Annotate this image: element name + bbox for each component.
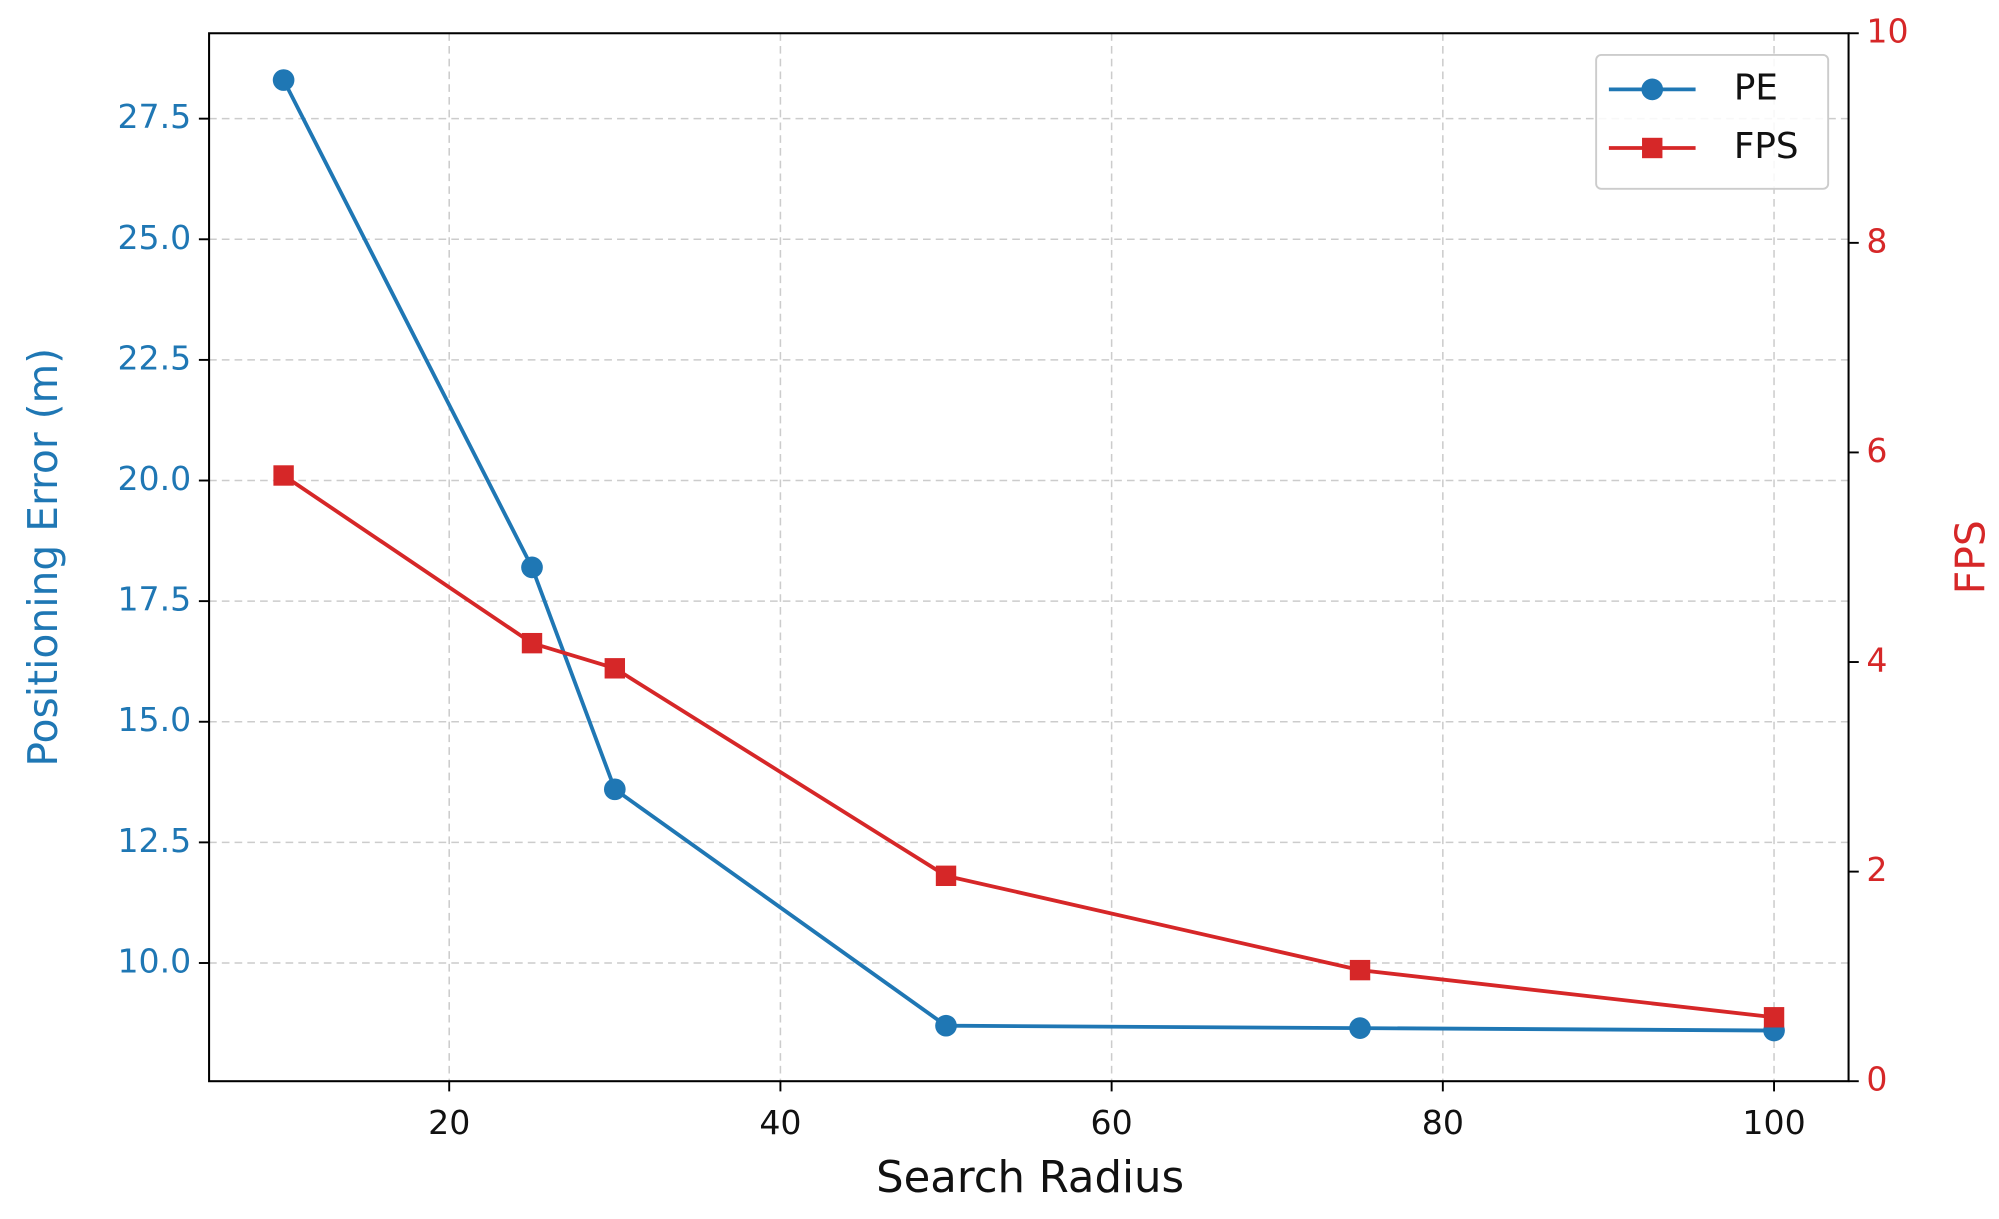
x-tick-label: 20 [428, 1103, 470, 1142]
y2-tick-label: 0 [1866, 1060, 1887, 1099]
x-tick-label: 80 [1422, 1103, 1464, 1142]
y-tick-label: 20.0 [117, 459, 191, 498]
data-point [1349, 1017, 1371, 1039]
data-point [603, 778, 626, 801]
legend-marker [1641, 78, 1664, 101]
x-tick-label: 60 [1091, 1103, 1133, 1142]
data-point [521, 632, 543, 654]
y-tick-label: 27.5 [117, 97, 191, 136]
data-point [273, 465, 294, 486]
data-point [935, 865, 957, 887]
x-axis-label: Search Radius [876, 1153, 1184, 1203]
y-tick-label: 12.5 [117, 821, 191, 860]
y2-tick-label: 4 [1866, 641, 1887, 680]
plot-frame [208, 32, 1850, 1083]
y-tick-label: 10.0 [117, 941, 191, 980]
legend-label: PE [1734, 67, 1778, 108]
data-point [604, 658, 626, 679]
legend-label: FPS [1734, 126, 1799, 167]
y-tick-label: 17.5 [117, 580, 191, 619]
y2-tick-label: 2 [1866, 850, 1887, 889]
data-point [272, 69, 295, 91]
legend-marker [1642, 137, 1663, 159]
y2-tick-label: 8 [1866, 221, 1887, 260]
x-tick-label: 40 [759, 1103, 801, 1142]
y-tick-label: 22.5 [117, 338, 191, 377]
y2-axis-label: FPS [1947, 520, 1995, 594]
y-axis-label: Positioning Error (m) [19, 348, 67, 767]
legend-box [1595, 53, 1830, 190]
y2-tick-label: 10 [1866, 12, 1908, 51]
x-tick-label: 100 [1742, 1103, 1805, 1142]
data-point [1763, 1007, 1785, 1028]
y-tick-label: 15.0 [117, 700, 191, 739]
series-line [282, 473, 1775, 1020]
y-tick-label: 25.0 [117, 218, 191, 257]
series-line [281, 79, 1775, 1033]
y2-tick-label: 6 [1866, 431, 1887, 470]
data-point [935, 1014, 957, 1037]
data-point [521, 556, 543, 579]
data-point [1349, 959, 1371, 981]
